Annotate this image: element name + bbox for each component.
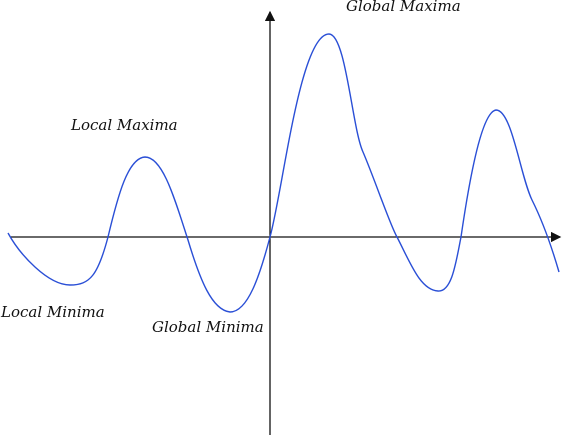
local-maxima-label: Local Maxima [71, 116, 178, 134]
global-minima-label: Global Minima [152, 318, 264, 336]
global-maxima-label: Global Maxima [346, 0, 461, 15]
function-curve [7, 33, 560, 313]
local-minima-label: Local Minima [1, 303, 105, 321]
